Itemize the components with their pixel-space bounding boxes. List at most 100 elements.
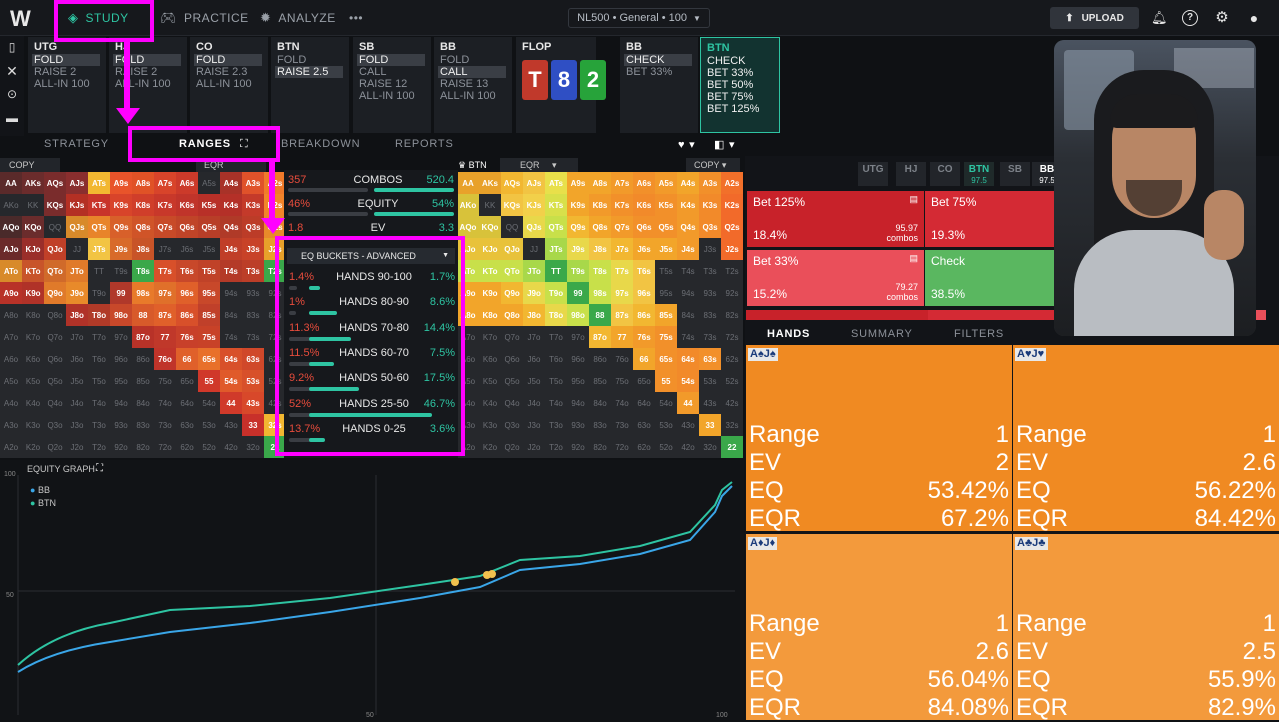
right-matrix-cell[interactable]: Q7s xyxy=(611,216,633,238)
right-matrix-cell[interactable]: 66 xyxy=(633,348,655,370)
right-matrix-cell[interactable]: K7o xyxy=(479,326,501,348)
right-matrix-cell[interactable]: A7s xyxy=(611,172,633,194)
left-matrix-cell[interactable]: 84s xyxy=(220,304,242,326)
right-matrix-cell[interactable]: K4s xyxy=(677,194,699,216)
left-matrix-cell[interactable]: K6o xyxy=(22,348,44,370)
strategy-tile[interactable]: Bet 33% 15.2% 79.27 combos ▤ xyxy=(747,250,924,306)
left-matrix-cell[interactable]: A7o xyxy=(0,326,22,348)
right-matrix-cell[interactable]: KQs xyxy=(501,194,523,216)
right-matrix-cell[interactable]: Q9s xyxy=(567,216,589,238)
left-matrix-cell[interactable]: 74s xyxy=(220,326,242,348)
left-matrix-cell[interactable]: Q3o xyxy=(44,414,66,436)
left-matrix-cell[interactable]: 53s xyxy=(242,370,264,392)
right-matrix-cell[interactable]: J7o xyxy=(523,326,545,348)
left-matrix-cell[interactable]: KJs xyxy=(66,194,88,216)
right-matrix-cell[interactable]: 83s xyxy=(699,304,721,326)
right-matrix-cell[interactable]: JJ xyxy=(523,238,545,260)
right-matrix-cell[interactable]: T2o xyxy=(545,436,567,458)
left-matrix-cell[interactable]: 84o xyxy=(132,392,154,414)
left-matrix-cell[interactable]: 86s xyxy=(176,304,198,326)
tab-summary[interactable]: SUMMARY xyxy=(851,328,913,340)
stats-icon[interactable]: ▤ xyxy=(909,253,918,263)
right-matrix-cell[interactable]: A6s xyxy=(633,172,655,194)
left-matrix-cell[interactable]: Q9o xyxy=(44,282,66,304)
right-matrix-cell[interactable]: J3o xyxy=(523,414,545,436)
right-matrix-cell[interactable]: 99 xyxy=(567,282,589,304)
left-matrix-cell[interactable]: Q5s xyxy=(198,216,220,238)
left-matrix-cell[interactable]: J4o xyxy=(66,392,88,414)
left-matrix-cell[interactable]: KK xyxy=(22,194,44,216)
hand-detail-cell[interactable]: A♠J♠ Range 1 EV 2 EQ 53.42% EQR 67.2% xyxy=(746,345,1012,532)
right-matrix-cell[interactable]: Q4s xyxy=(677,216,699,238)
left-matrix-cell[interactable]: J8s xyxy=(132,238,154,260)
right-matrix-cell[interactable]: K3o xyxy=(479,414,501,436)
action-option[interactable]: BET 33% xyxy=(626,66,673,78)
left-matrix-cell[interactable]: 96o xyxy=(110,348,132,370)
left-matrix-cell[interactable]: 93s xyxy=(242,282,264,304)
left-matrix-cell[interactable]: Q7s xyxy=(154,216,176,238)
right-matrix-cell[interactable]: J3s xyxy=(699,238,721,260)
right-matrix-cell[interactable]: QTs xyxy=(545,216,567,238)
right-matrix-cell[interactable]: 64o xyxy=(633,392,655,414)
eq-buckets-header[interactable]: EQ BUCKETS - ADVANCED ▼ xyxy=(287,248,455,264)
right-matrix-cell[interactable]: 92o xyxy=(567,436,589,458)
right-matrix-cell[interactable]: 72s xyxy=(721,326,743,348)
right-matrix-cell[interactable]: 98s xyxy=(589,282,611,304)
right-matrix-cell[interactable]: AQs xyxy=(501,172,523,194)
right-matrix-cell[interactable]: A2s xyxy=(721,172,743,194)
action-option[interactable]: BET 75% xyxy=(707,91,754,103)
left-matrix-cell[interactable]: J5s xyxy=(198,238,220,260)
action-option[interactable]: FOLD xyxy=(32,54,100,66)
right-matrix-cell[interactable]: A5s xyxy=(655,172,677,194)
left-matrix-cell[interactable]: AA xyxy=(0,172,22,194)
right-matrix-cell[interactable]: Q9o xyxy=(501,282,523,304)
target-icon[interactable]: ⊙ xyxy=(6,87,18,101)
right-matrix-cell[interactable]: 94s xyxy=(677,282,699,304)
left-matrix-cell[interactable]: K4o xyxy=(22,392,44,414)
right-matrix-cell[interactable]: K4o xyxy=(479,392,501,414)
position-tab-hj[interactable]: HJ xyxy=(896,162,926,186)
left-matrix-cell[interactable]: T9s xyxy=(110,260,132,282)
left-matrix-cell[interactable]: 33 xyxy=(242,414,264,436)
left-matrix-cell[interactable]: QJs xyxy=(66,216,88,238)
action-option[interactable]: ALL-IN 100 xyxy=(440,90,496,102)
left-matrix-cell[interactable]: 42o xyxy=(220,436,242,458)
action-option[interactable]: CALL xyxy=(438,66,506,78)
tab-ranges[interactable]: RANGES xyxy=(179,138,231,150)
nav-analyze[interactable]: ✹ ANALYZE xyxy=(260,0,336,36)
action-option[interactable]: CHECK xyxy=(624,54,692,66)
left-matrix-cell[interactable]: 86o xyxy=(132,348,154,370)
left-matrix-cell[interactable]: 95s xyxy=(198,282,220,304)
expand-icon[interactable]: ⛶ xyxy=(96,463,103,474)
left-matrix-cell[interactable]: 63s xyxy=(242,348,264,370)
right-matrix-cell[interactable]: TT xyxy=(545,260,567,282)
left-matrix-cell[interactable]: JTo xyxy=(66,260,88,282)
left-matrix-cell[interactable]: AQo xyxy=(0,216,22,238)
right-matrix-cell[interactable]: 73o xyxy=(611,414,633,436)
right-matrix-cell[interactable]: K9o xyxy=(479,282,501,304)
nav-study[interactable]: ◈ STUDY xyxy=(68,0,129,36)
left-matrix-cell[interactable]: A4o xyxy=(0,392,22,414)
right-matrix-cell[interactable]: 72o xyxy=(611,436,633,458)
position-tab-utg[interactable]: UTG xyxy=(858,162,888,186)
right-matrix-cell[interactable]: K3s xyxy=(699,194,721,216)
left-matrix-cell[interactable]: 72o xyxy=(154,436,176,458)
right-matrix-cell[interactable]: T4o xyxy=(545,392,567,414)
left-matrix-cell[interactable]: J4s xyxy=(220,238,242,260)
left-matrix-cell[interactable]: A4s xyxy=(220,172,242,194)
left-matrix-cell[interactable]: 55 xyxy=(198,370,220,392)
left-matrix-cell[interactable]: KTo xyxy=(22,260,44,282)
action-option[interactable]: BET 33% xyxy=(707,67,754,79)
right-matrix-cell[interactable]: KJo xyxy=(479,238,501,260)
left-matrix-cell[interactable]: J6s xyxy=(176,238,198,260)
right-matrix-cell[interactable]: T8o xyxy=(545,304,567,326)
left-matrix-cell[interactable]: A2s xyxy=(264,172,286,194)
right-matrix-cell[interactable]: A3s xyxy=(699,172,721,194)
right-matrix-cell[interactable]: A9s xyxy=(567,172,589,194)
left-matrix-cell[interactable]: ATo xyxy=(0,260,22,282)
left-matrix-cell[interactable]: K9s xyxy=(110,194,132,216)
left-matrix-cell[interactable]: T6s xyxy=(176,260,198,282)
right-matrix-cell[interactable]: T5s xyxy=(655,260,677,282)
right-matrix-cell[interactable]: 64s xyxy=(677,348,699,370)
left-matrix-cell[interactable]: Q3s xyxy=(242,216,264,238)
